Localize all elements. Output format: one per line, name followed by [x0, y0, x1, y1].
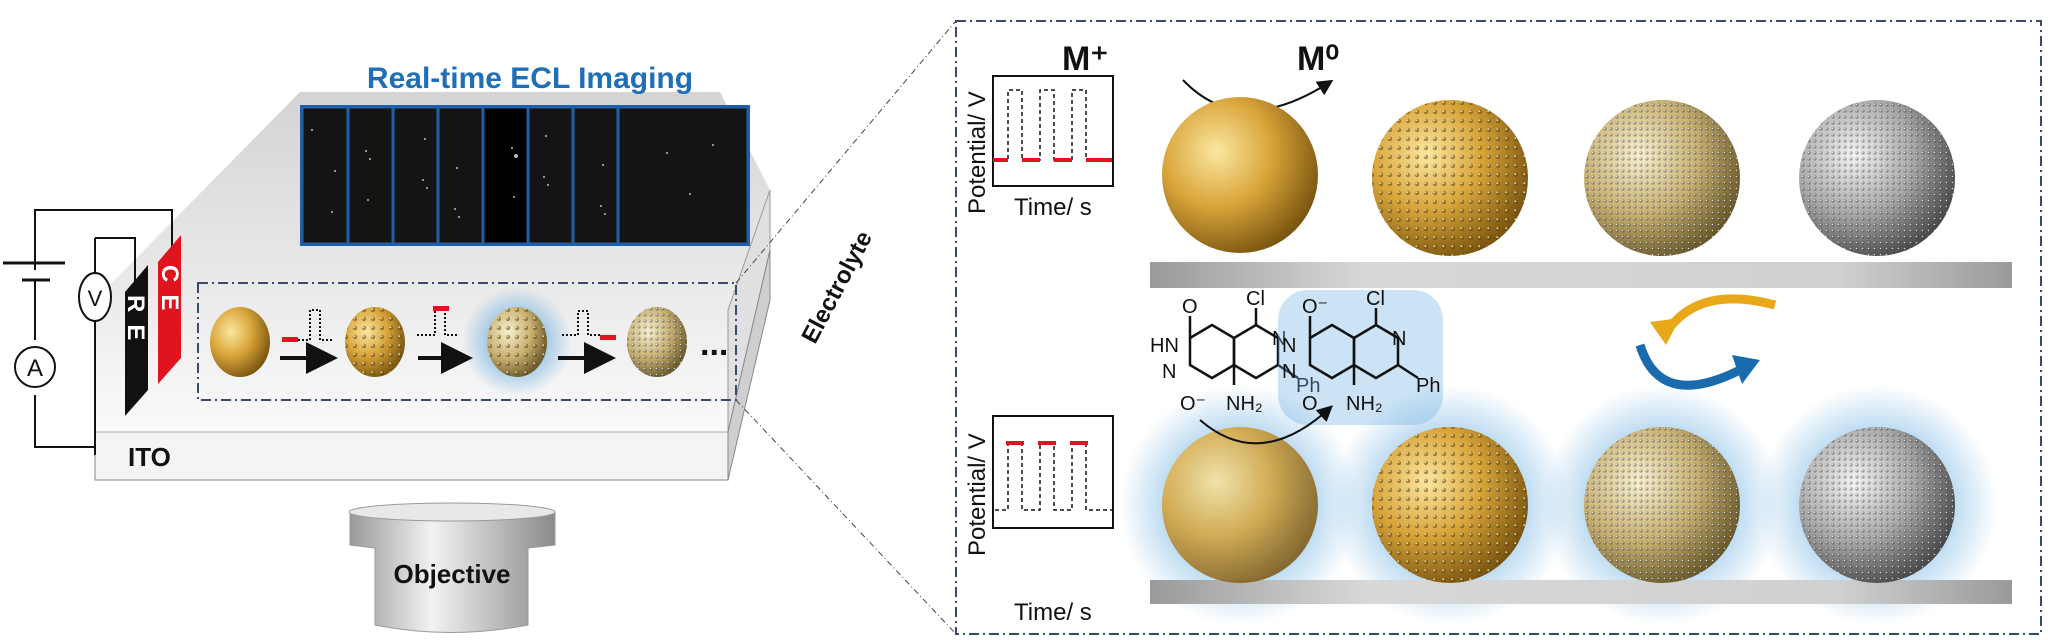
svg-text:N: N [1392, 328, 1406, 350]
particles-bottom-row [1120, 385, 2012, 625]
ecl-spot [422, 179, 424, 181]
particle-1 [210, 307, 270, 377]
zoom-lines [735, 21, 956, 634]
ecl-spot [456, 167, 458, 169]
svg-text:N: N [1162, 361, 1176, 383]
particles-top-row [1162, 97, 1955, 256]
counter-electrode: CE [156, 235, 183, 384]
detail-panel [955, 20, 2042, 635]
y-axis-label: Potential/ V [964, 91, 991, 214]
ecl-spot [689, 193, 691, 195]
ecl-spot [334, 170, 336, 172]
svg-text:O: O [1182, 296, 1198, 318]
ecl-spot [666, 152, 668, 154]
y-axis-label: Potential/ V [964, 433, 991, 556]
svg-text:N: N [1282, 361, 1296, 383]
ecl-spot [458, 216, 460, 218]
svg-text:CE: CE [156, 265, 183, 322]
ecl-spot [331, 211, 333, 213]
svg-text:N: N [1272, 328, 1286, 350]
imaging-title: Real-time ECL Imaging [367, 62, 693, 95]
substrate-top [1150, 262, 2012, 288]
svg-text:Ph: Ph [1416, 375, 1440, 397]
reduction-reaction: M⁺ M⁰ [1062, 40, 1339, 112]
reference-electrode: RE [122, 265, 149, 416]
ecl-spot [365, 150, 367, 152]
svg-text:RE: RE [122, 295, 149, 352]
svg-text:Objective: Objective [393, 559, 510, 589]
ecl-frame [391, 105, 440, 246]
ecl-spot [511, 147, 513, 149]
ecl-spot [604, 213, 606, 215]
svg-text:NH₂: NH₂ [1226, 393, 1263, 415]
ecl-frame [616, 105, 750, 246]
svg-text:N: N [1282, 335, 1296, 357]
ammeter: A [14, 346, 56, 388]
ecl-spot [311, 129, 313, 131]
top-potential-plot: Potential/ V Time/ s [964, 75, 1114, 221]
ecl-spot [424, 138, 426, 140]
ecl-spot [547, 184, 549, 186]
ellipsis: ... [700, 325, 728, 363]
svg-text:Cl: Cl [1246, 288, 1265, 310]
objective: Objective [348, 502, 556, 633]
ecl-spot [602, 164, 604, 166]
ecl-frame [571, 105, 620, 246]
excited-luminol-analogue: O⁻ Cl N N N Ph O NH₂ [1199, 288, 1443, 445]
ecl-frame [436, 105, 485, 246]
ecl-spot [545, 135, 547, 137]
ecl-frame [526, 105, 575, 246]
ecl-frame [300, 105, 350, 246]
voltmeter: V [78, 272, 112, 322]
ecl-spot [600, 205, 602, 207]
cycle-arrows [1635, 294, 1777, 390]
growth-sequence: ... [210, 287, 728, 397]
svg-text:O: O [1302, 393, 1318, 415]
electrolyte-label: Electrolyte [796, 227, 877, 348]
ecl-spot [367, 199, 369, 201]
svg-text:Cl: Cl [1366, 288, 1385, 310]
svg-text:O⁻: O⁻ [1180, 393, 1206, 415]
svg-text:A: A [27, 355, 43, 382]
ecl-frame [481, 105, 530, 246]
ecl-spot [543, 176, 545, 178]
ecl-spot [369, 158, 371, 160]
ecl-spot [514, 154, 518, 158]
x-axis-label: Time/ s [1014, 194, 1092, 221]
svg-text:HN: HN [1150, 335, 1179, 357]
x-axis-label: Time/ s [1014, 599, 1092, 626]
svg-text:V: V [88, 286, 103, 311]
svg-text:Ph: Ph [1296, 375, 1320, 397]
ecl-spot [513, 196, 515, 198]
svg-text:M⁰: M⁰ [1297, 40, 1339, 78]
svg-text:M⁺: M⁺ [1062, 40, 1108, 78]
bottom-potential-plot: Potential/ V Time/ s [964, 415, 1114, 626]
svg-text:NH₂: NH₂ [1346, 393, 1383, 415]
svg-text:O⁻: O⁻ [1302, 296, 1328, 318]
luminol-analogue: O Cl HN N N Ph O⁻ NH₂ [1150, 288, 1320, 415]
ecl-image-strip [300, 105, 750, 246]
ecl-spot [712, 144, 714, 146]
substrate-bottom [1150, 580, 2012, 604]
ecl-spot [454, 208, 456, 210]
ecl-frame [346, 105, 395, 246]
ecl-spot [426, 187, 428, 189]
ito-label: ITO [128, 442, 171, 472]
sequence-box [197, 282, 737, 401]
